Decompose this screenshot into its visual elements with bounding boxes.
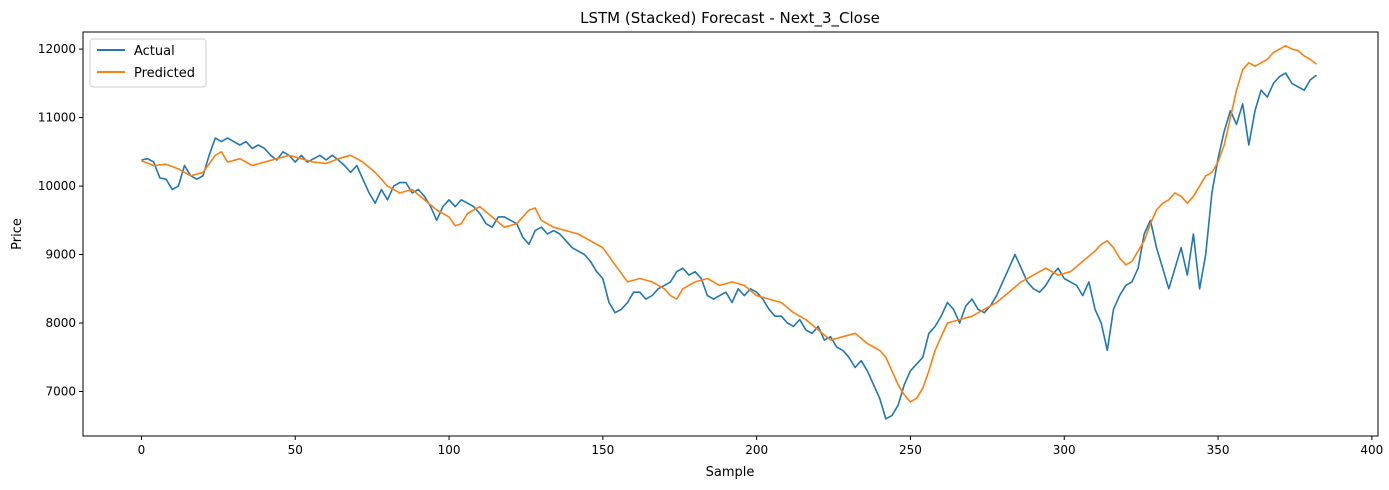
x-tick-label: 0	[138, 443, 146, 457]
series-line-predicted	[141, 44, 1317, 403]
y-tick-label: 12000	[38, 42, 76, 56]
legend: Actual Predicted	[89, 38, 207, 88]
x-tick-label: 400	[1360, 443, 1383, 457]
chart-title: LSTM (Stacked) Forecast - Next_3_Close	[580, 9, 880, 28]
plot-frame	[82, 31, 1379, 437]
y-axis-title: Price	[10, 218, 25, 250]
x-axis-title: Sample	[706, 465, 755, 480]
legend-label-predicted: Predicted	[134, 66, 195, 81]
legend-label-actual: Actual	[134, 44, 175, 59]
y-tick-label: 10000	[38, 179, 76, 193]
x-axis: 0 50 100 150 200 250 300 350 400	[138, 436, 1383, 457]
y-tick-label: 11000	[38, 111, 76, 125]
x-tick-label: 100	[438, 443, 461, 457]
x-tick-label: 250	[899, 443, 922, 457]
x-tick-label: 300	[1053, 443, 1076, 457]
y-tick-label: 9000	[45, 248, 76, 262]
y-tick-label: 7000	[45, 384, 76, 398]
x-tick-label: 200	[745, 443, 768, 457]
x-tick-label: 50	[288, 443, 303, 457]
plot-lines	[141, 44, 1317, 420]
y-axis: 7000 8000 9000 10000 11000 12000	[38, 42, 83, 398]
y-tick-label: 8000	[45, 316, 76, 330]
x-tick-label: 150	[591, 443, 614, 457]
x-tick-label: 350	[1207, 443, 1230, 457]
